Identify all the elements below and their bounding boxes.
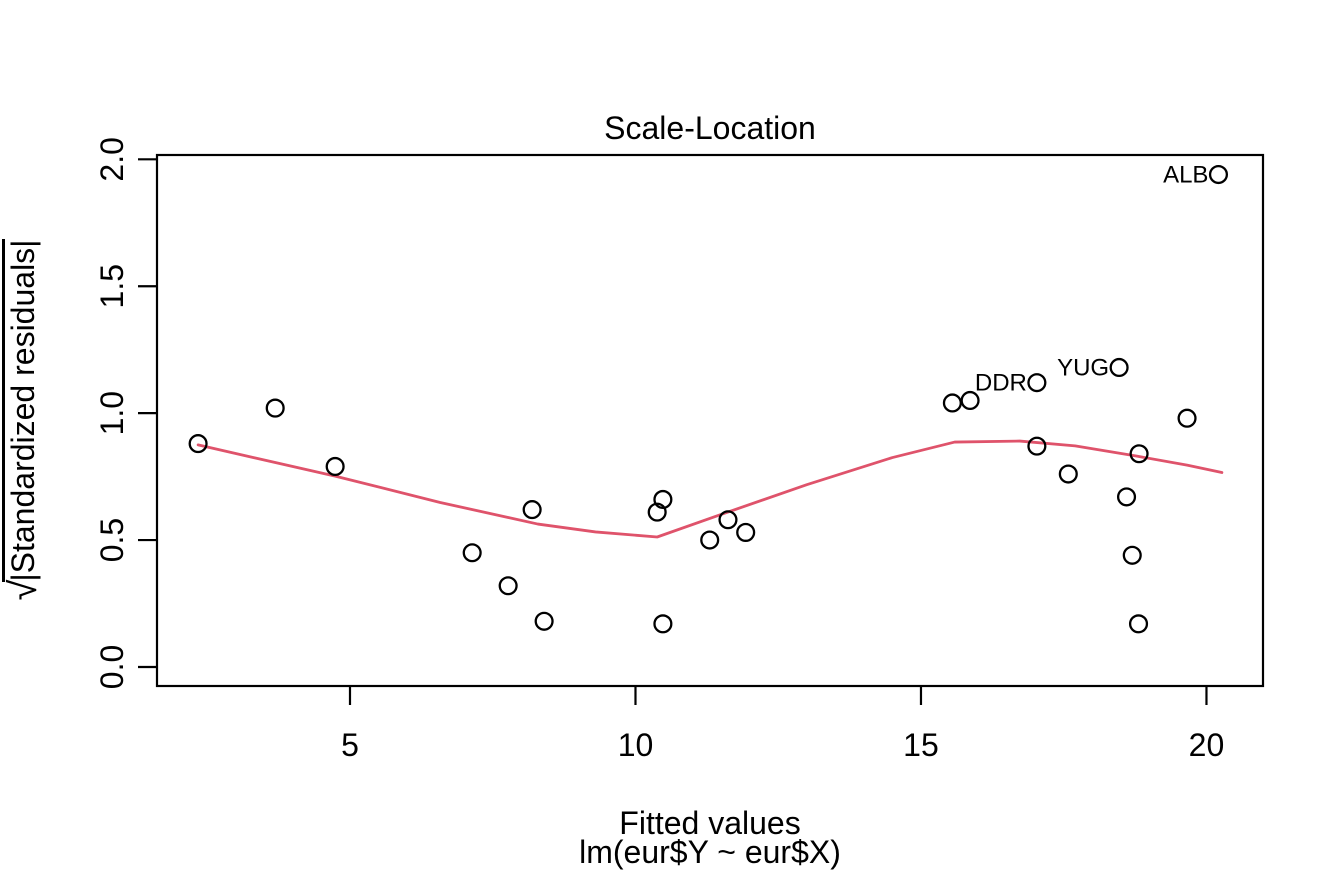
data-point (188, 434, 208, 454)
model-formula-label: lm(eur$Y ~ eur$X) (579, 834, 841, 870)
data-point (1122, 545, 1142, 565)
data-point (462, 543, 482, 563)
data-point (325, 456, 345, 476)
data-point (1129, 444, 1149, 464)
data-point (718, 510, 738, 530)
data-point (736, 522, 756, 542)
smooth-line (196, 439, 1224, 539)
x-axis-label: Fitted values (619, 805, 801, 841)
data-point (1058, 464, 1078, 484)
x-tick-label: 20 (1189, 727, 1225, 763)
y-tick-label: 1.0 (94, 391, 130, 435)
data-point (1027, 373, 1047, 393)
point-label: YUG (1057, 354, 1109, 381)
data-point (1128, 614, 1149, 634)
x-tick-label: 10 (618, 727, 654, 763)
plot-title: Scale-Location (604, 110, 816, 146)
data-point (1116, 487, 1137, 507)
data-point (1109, 357, 1129, 378)
plot-border (155, 153, 1265, 688)
data-point (653, 614, 673, 634)
data-point (265, 398, 285, 418)
data-point (647, 502, 667, 522)
data-point (1177, 408, 1197, 428)
y-tick-label: 1.5 (94, 264, 130, 308)
y-tick-label: 0.5 (94, 518, 130, 562)
point-label: DDR (975, 370, 1027, 397)
data-point (498, 576, 518, 596)
data-point (1208, 164, 1229, 185)
y-tick-label: 2.0 (94, 137, 130, 181)
point-label: ALB (1163, 162, 1208, 189)
x-tick-label: 15 (903, 727, 939, 763)
x-tick-label: 5 (341, 727, 359, 763)
data-point (700, 530, 720, 550)
data-point (942, 393, 962, 413)
sqrt-radical-icon: √ (3, 579, 45, 601)
data-point (960, 390, 980, 410)
data-point (534, 611, 554, 631)
y-axis-label-text: |Standardized residuals| (2, 239, 42, 582)
data-point (1027, 436, 1047, 456)
y-tick-label: 0.0 (94, 645, 130, 689)
y-axis-label: √|Standardized residuals| (1, 119, 45, 721)
data-point (653, 489, 673, 509)
data-point (522, 500, 542, 520)
